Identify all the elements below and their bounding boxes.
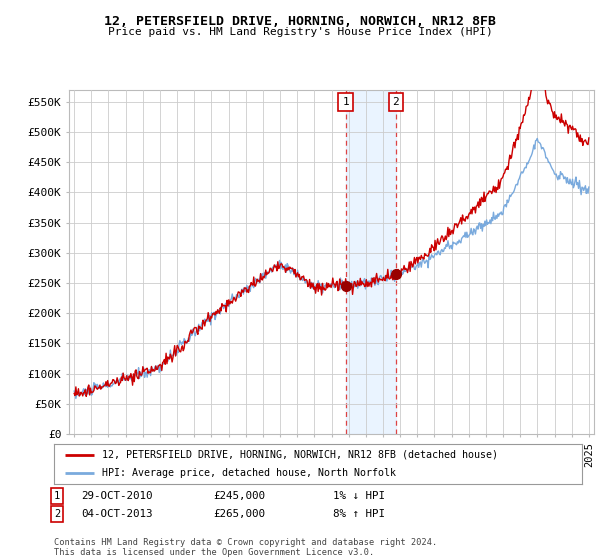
Text: HPI: Average price, detached house, North Norfolk: HPI: Average price, detached house, Nort… <box>101 468 395 478</box>
Text: Price paid vs. HM Land Registry's House Price Index (HPI): Price paid vs. HM Land Registry's House … <box>107 27 493 37</box>
Text: 12, PETERSFIELD DRIVE, HORNING, NORWICH, NR12 8FB (detached house): 12, PETERSFIELD DRIVE, HORNING, NORWICH,… <box>101 450 497 460</box>
Text: £245,000: £245,000 <box>213 491 265 501</box>
Text: 29-OCT-2010: 29-OCT-2010 <box>81 491 152 501</box>
Text: £265,000: £265,000 <box>213 509 265 519</box>
Text: Contains HM Land Registry data © Crown copyright and database right 2024.
This d: Contains HM Land Registry data © Crown c… <box>54 538 437 557</box>
Text: 12, PETERSFIELD DRIVE, HORNING, NORWICH, NR12 8FB: 12, PETERSFIELD DRIVE, HORNING, NORWICH,… <box>104 15 496 27</box>
Text: 1: 1 <box>343 97 349 107</box>
Text: 8% ↑ HPI: 8% ↑ HPI <box>333 509 385 519</box>
Text: 2: 2 <box>392 97 399 107</box>
Text: 04-OCT-2013: 04-OCT-2013 <box>81 509 152 519</box>
Text: 2: 2 <box>54 509 60 519</box>
Bar <box>346 90 396 434</box>
Text: 1: 1 <box>54 491 60 501</box>
Text: 1% ↓ HPI: 1% ↓ HPI <box>333 491 385 501</box>
